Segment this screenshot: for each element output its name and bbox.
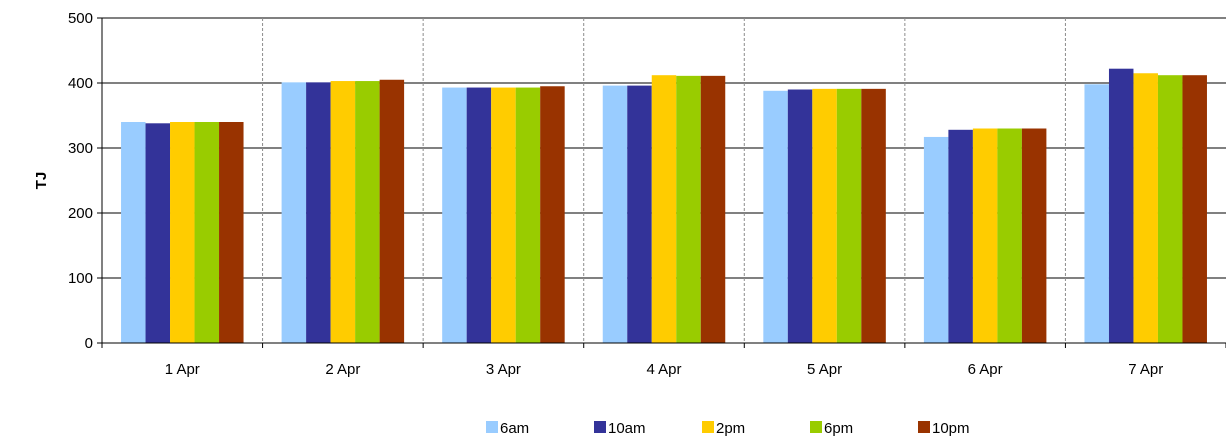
legend-label-10am: 10am [608, 420, 646, 437]
y-tick-label: 500 [68, 10, 93, 27]
bar-6am-6-Apr [923, 136, 949, 343]
bar-10am-3-Apr [466, 87, 492, 343]
x-tick-label: 5 Apr [807, 361, 842, 378]
bar-2pm-2-Apr [330, 81, 356, 344]
bar-10pm-4-Apr [700, 75, 726, 343]
legend-swatch-2pm [702, 421, 714, 433]
bar-2pm-4-Apr [651, 75, 677, 343]
legend-swatch-6pm [810, 421, 822, 433]
bar-6am-5-Apr [763, 90, 788, 343]
legend-label-6pm: 6pm [824, 420, 853, 437]
x-tick-label: 3 Apr [486, 361, 521, 378]
bar-10am-4-Apr [627, 85, 652, 343]
bar-6pm-1-Apr [194, 122, 220, 343]
x-tick-label: 1 Apr [165, 361, 200, 378]
bar-10pm-2-Apr [379, 79, 405, 343]
bar-10pm-6-Apr [1021, 128, 1047, 343]
y-axis-title: TJ [33, 172, 50, 190]
legend-swatch-10am [594, 421, 606, 433]
bar-6am-1-Apr [121, 122, 146, 343]
x-tick-label: 2 Apr [325, 361, 360, 378]
bar-6pm-5-Apr [836, 88, 862, 343]
x-tick-label: 6 Apr [968, 361, 1003, 378]
y-tick-label: 200 [68, 205, 93, 222]
y-tick-label: 400 [68, 75, 93, 92]
bar-10am-1-Apr [145, 123, 171, 343]
bar-6am-7-Apr [1084, 84, 1109, 344]
bar-10am-2-Apr [306, 82, 331, 343]
tick-labels: 0 100 200 300 400 500 1 Apr 2 Apr 3 Apr 4 Apr 5 Ap… [68, 10, 1163, 378]
bar-6am-3-Apr [442, 87, 467, 343]
bar-6pm-6-Apr [997, 128, 1022, 343]
legend: 6am 10am 2pm 6pm 10pm [486, 420, 970, 437]
bar-10am-5-Apr [787, 89, 813, 343]
bar-6am-4-Apr [602, 85, 628, 343]
bar-2pm-1-Apr [170, 122, 195, 343]
bar-10pm-3-Apr [540, 86, 565, 343]
bar-10pm-5-Apr [861, 88, 886, 343]
bar-2pm-3-Apr [491, 87, 516, 343]
bar-2pm-5-Apr [812, 88, 837, 343]
bar-6pm-3-Apr [515, 87, 541, 343]
y-tick-label: 0 [85, 335, 93, 352]
bar-10am-6-Apr [948, 129, 973, 343]
bar-6pm-7-Apr [1157, 75, 1183, 343]
x-tick-label: 7 Apr [1128, 361, 1163, 378]
legend-swatch-10pm [918, 421, 930, 433]
legend-label-6am: 6am [500, 420, 529, 437]
bar-10pm-1-Apr [219, 122, 244, 343]
legend-swatch-6am [486, 421, 498, 433]
bar-6pm-4-Apr [676, 75, 701, 343]
y-tick-label: 300 [68, 140, 93, 157]
legend-label-2pm: 2pm [716, 420, 745, 437]
bar-2pm-7-Apr [1133, 73, 1158, 343]
bar-2pm-6-Apr [972, 128, 998, 343]
bar-6am-2-Apr [281, 82, 307, 343]
axes [97, 17, 1226, 348]
y-tick-label: 100 [68, 270, 93, 287]
bars [121, 68, 1207, 344]
legend-label-10pm: 10pm [932, 420, 970, 437]
bar-6pm-2-Apr [355, 81, 380, 344]
x-tick-label: 4 Apr [646, 361, 681, 378]
bar-10pm-7-Apr [1182, 75, 1207, 343]
bar-10am-7-Apr [1108, 68, 1134, 343]
